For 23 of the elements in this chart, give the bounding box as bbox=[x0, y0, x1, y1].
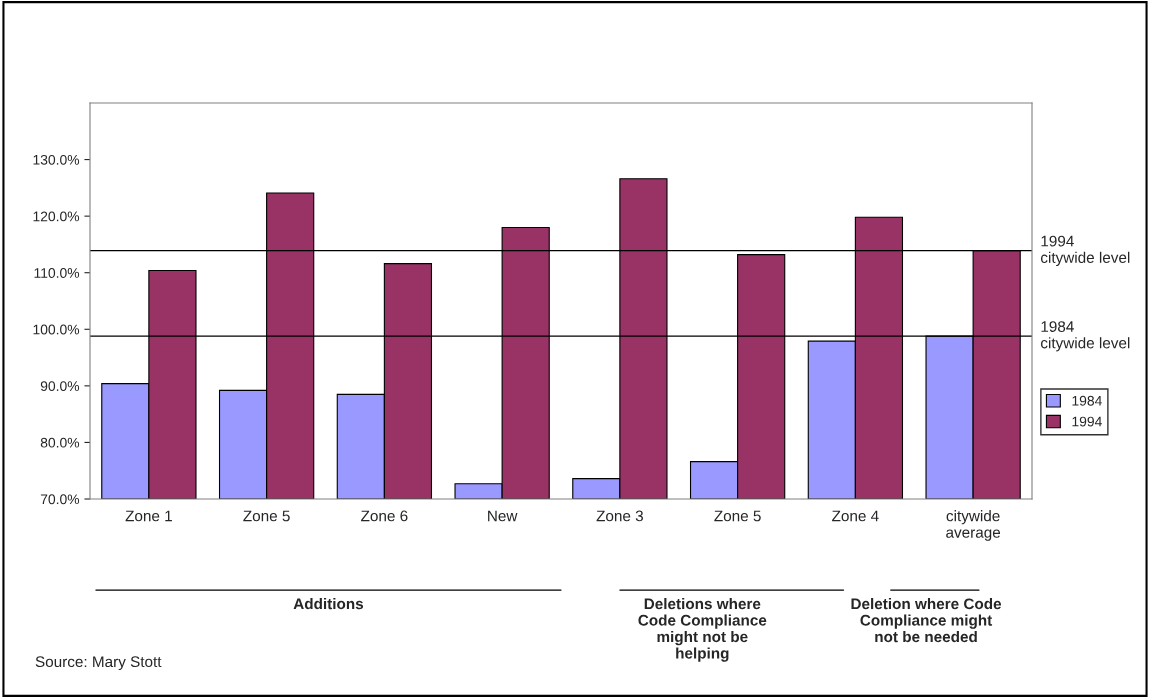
y-tick-label: 110.0% bbox=[34, 268, 80, 278]
x-tick-label: citywide average bbox=[946, 510, 1001, 541]
legend-label: 1994 bbox=[1072, 416, 1102, 427]
source-note: Source: Mary Stott bbox=[35, 656, 162, 671]
text: Deletions where Code Compliance might not be helping bbox=[638, 598, 767, 662]
x-tick-label: Zone 5 bbox=[243, 510, 290, 522]
ref-line-label: 1984 citywide level bbox=[1040, 321, 1130, 352]
y-tick-label: 130.0% bbox=[33, 154, 80, 165]
y-tick-label: 80.0% bbox=[40, 437, 80, 448]
y-tick-label: 90.0% bbox=[40, 381, 80, 392]
y-tick-label: 70.0% bbox=[40, 494, 80, 505]
x-tick-label: New bbox=[488, 510, 518, 522]
y-tick-label: 100.0% bbox=[33, 324, 80, 335]
x-tick-label: Zone 3 bbox=[596, 510, 643, 522]
x-tick-label: Zone 6 bbox=[361, 510, 408, 522]
text: Deletion where Code Compliance might not be needed bbox=[851, 598, 1002, 643]
x-tick-label: Zone 4 bbox=[832, 510, 879, 522]
x-tick-label: Zone 5 bbox=[714, 510, 761, 522]
y-tick-label: 120.0% bbox=[33, 211, 80, 222]
text: Additions bbox=[293, 598, 364, 610]
legend-label: 1984 bbox=[1072, 395, 1102, 406]
ref-line-label: 1994 citywide level bbox=[1040, 235, 1130, 266]
x-tick-label: Zone 1 bbox=[125, 510, 172, 522]
